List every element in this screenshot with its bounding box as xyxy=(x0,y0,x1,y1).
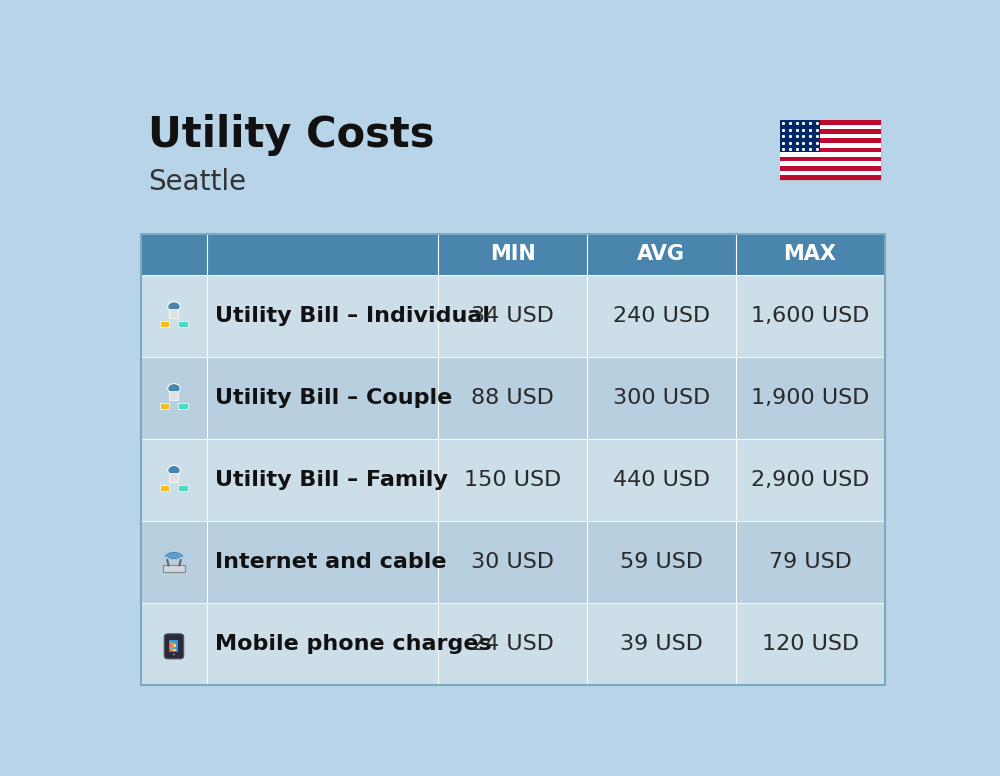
Bar xyxy=(160,321,169,327)
Text: AVG: AVG xyxy=(637,244,685,265)
Bar xyxy=(780,175,881,180)
Bar xyxy=(178,321,188,327)
Bar xyxy=(780,138,881,143)
Bar xyxy=(780,120,820,152)
Text: 59 USD: 59 USD xyxy=(620,552,703,572)
Text: MIN: MIN xyxy=(490,244,535,265)
Bar xyxy=(780,157,881,161)
Text: 1,600 USD: 1,600 USD xyxy=(751,307,869,326)
Bar xyxy=(173,642,176,644)
Bar xyxy=(160,403,169,409)
Text: Utility Bill – Couple: Utility Bill – Couple xyxy=(215,388,452,408)
Text: Utility Bill – Individual: Utility Bill – Individual xyxy=(215,307,490,326)
Circle shape xyxy=(168,383,180,393)
Bar xyxy=(780,161,881,166)
Bar xyxy=(178,485,188,491)
Bar xyxy=(780,147,881,152)
Bar xyxy=(140,439,885,521)
Bar xyxy=(170,650,173,651)
Bar xyxy=(780,152,881,157)
Bar xyxy=(780,133,881,138)
Bar xyxy=(140,357,885,439)
Bar xyxy=(173,647,176,649)
Text: 79 USD: 79 USD xyxy=(769,552,852,572)
Bar xyxy=(173,644,176,646)
Bar xyxy=(780,120,881,180)
Text: 120 USD: 120 USD xyxy=(762,634,859,653)
Bar xyxy=(780,166,881,171)
Bar xyxy=(780,143,881,147)
Bar xyxy=(780,171,881,175)
Bar xyxy=(160,485,169,491)
Text: Utility Costs: Utility Costs xyxy=(148,114,435,156)
Text: 2,900 USD: 2,900 USD xyxy=(751,470,869,490)
Bar xyxy=(169,640,178,653)
Text: 34 USD: 34 USD xyxy=(471,307,554,326)
Text: 440 USD: 440 USD xyxy=(613,470,710,490)
Circle shape xyxy=(168,302,180,311)
Bar xyxy=(178,403,188,409)
Text: 150 USD: 150 USD xyxy=(464,470,561,490)
Text: 240 USD: 240 USD xyxy=(613,307,710,326)
Text: 24 USD: 24 USD xyxy=(471,634,554,653)
Bar xyxy=(170,644,173,646)
Bar xyxy=(169,391,178,400)
Text: Internet and cable: Internet and cable xyxy=(215,552,447,572)
Bar xyxy=(140,234,885,684)
Bar xyxy=(780,120,881,125)
Text: Seattle: Seattle xyxy=(148,168,246,196)
Text: Mobile phone charges: Mobile phone charges xyxy=(215,634,492,653)
Text: 39 USD: 39 USD xyxy=(620,634,703,653)
Text: MAX: MAX xyxy=(784,244,837,265)
Bar xyxy=(170,642,173,644)
Bar xyxy=(169,310,178,318)
Text: Utility Bill – Family: Utility Bill – Family xyxy=(215,470,448,490)
Bar xyxy=(140,234,885,275)
Circle shape xyxy=(173,653,175,656)
Text: 1,900 USD: 1,900 USD xyxy=(751,388,869,408)
FancyBboxPatch shape xyxy=(164,634,184,659)
Bar xyxy=(163,566,185,572)
Bar xyxy=(140,521,885,603)
Bar xyxy=(170,647,173,649)
Bar xyxy=(140,603,885,684)
Bar xyxy=(780,125,881,129)
Bar xyxy=(140,275,885,357)
Text: 30 USD: 30 USD xyxy=(471,552,554,572)
Bar xyxy=(173,650,176,651)
Circle shape xyxy=(168,466,180,475)
Text: 88 USD: 88 USD xyxy=(471,388,554,408)
Bar xyxy=(780,129,881,133)
Bar xyxy=(169,473,178,482)
Text: 300 USD: 300 USD xyxy=(613,388,710,408)
